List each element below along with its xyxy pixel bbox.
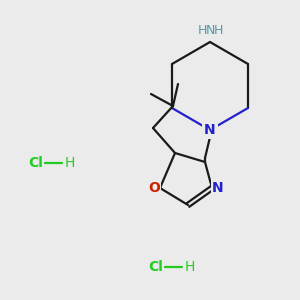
- Text: Cl: Cl: [148, 260, 163, 274]
- Text: N: N: [205, 25, 215, 38]
- Text: N: N: [204, 123, 216, 137]
- Text: Cl: Cl: [28, 156, 43, 170]
- Text: H: H: [197, 25, 207, 38]
- Text: H: H: [213, 25, 223, 38]
- Text: H: H: [185, 260, 195, 274]
- Text: N: N: [212, 181, 224, 195]
- Text: O: O: [148, 181, 160, 195]
- Text: H: H: [65, 156, 75, 170]
